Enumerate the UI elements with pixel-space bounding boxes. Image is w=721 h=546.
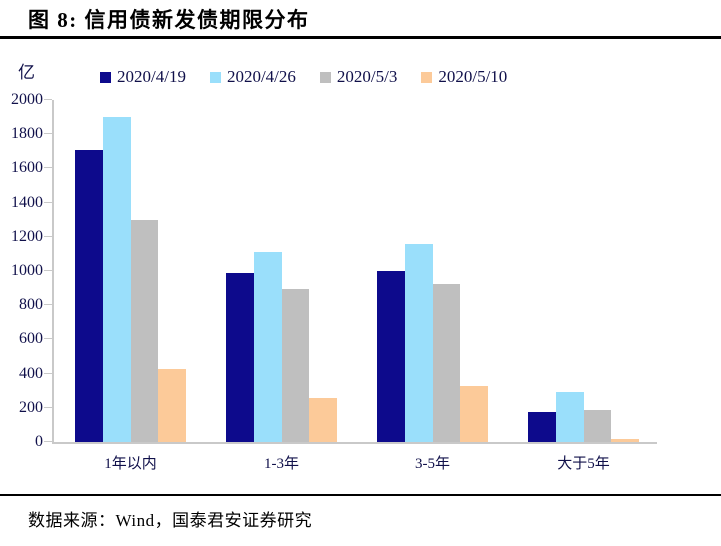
legend-swatch-icon — [100, 71, 111, 83]
legend-swatch-icon — [421, 71, 433, 83]
bar — [404, 243, 433, 442]
bar — [460, 385, 488, 442]
bar — [75, 149, 103, 442]
y-tick-mark — [44, 167, 52, 169]
bar — [555, 392, 584, 442]
y-tick-label: 1200 — [11, 227, 43, 245]
x-axis-line — [52, 442, 657, 444]
footer-divider — [0, 494, 721, 496]
y-tick-label: 1600 — [11, 159, 43, 177]
x-axis-label: 1年以内 — [104, 456, 157, 472]
y-axis-unit-label: 亿 — [18, 63, 35, 82]
y-tick-mark — [44, 304, 52, 306]
y-tick-label: 2000 — [11, 91, 43, 108]
y-tick-label: 600 — [19, 330, 43, 348]
legend-label: 2020/5/3 — [336, 67, 398, 86]
bar — [528, 412, 556, 442]
bar — [226, 272, 254, 442]
y-tick-label: 200 — [19, 398, 43, 416]
bar-group — [75, 100, 186, 442]
bar — [432, 283, 461, 442]
y-tick-label: 1000 — [11, 262, 43, 279]
y-tick-mark — [44, 441, 52, 442]
y-tick-mark — [44, 406, 52, 408]
y-tick-label: 400 — [19, 364, 43, 382]
bar — [611, 438, 639, 442]
bar-group — [528, 100, 639, 442]
x-axis-label: 大于5年 — [557, 456, 610, 472]
bar-chart: 亿 2020/4/19 2020/4/26 2020/5/3 2020/5/10 0 2… — [0, 40, 721, 490]
chart-legend: 2020/4/19 2020/4/26 2020/5/3 2020/5/10 — [100, 67, 507, 87]
legend-item: 2020/5/10 — [421, 67, 507, 87]
bar — [158, 369, 186, 442]
y-tick-mark — [44, 99, 52, 100]
figure-title: 图 8: 信用债新发债期限分布 — [28, 8, 310, 32]
title-divider — [0, 36, 721, 39]
y-tick-mark — [44, 201, 52, 203]
legend-item: 2020/4/19 — [100, 67, 186, 87]
y-tick-label: 0 — [35, 433, 43, 450]
y-tick-label: 1400 — [11, 193, 43, 211]
bar — [309, 397, 337, 442]
bar — [130, 219, 159, 442]
legend-item: 2020/5/3 — [319, 67, 398, 87]
bar — [377, 271, 405, 442]
y-axis-line — [52, 100, 54, 442]
bar — [102, 117, 131, 442]
legend-label: 2020/5/10 — [438, 67, 508, 86]
bar-group — [377, 100, 488, 442]
legend-swatch-icon — [319, 71, 331, 83]
bar — [583, 410, 612, 442]
legend-swatch-icon — [209, 71, 221, 83]
bar — [253, 252, 282, 442]
y-tick-mark — [44, 133, 52, 135]
data-source: 数据来源：Wind，国泰君安证券研究 — [28, 511, 313, 530]
x-axis-label: 3-5年 — [415, 456, 450, 472]
y-tick-label: 1800 — [11, 125, 43, 143]
legend-label: 2020/4/19 — [117, 67, 186, 86]
y-tick-mark — [44, 235, 52, 237]
plot-area: 0 200 400 600 800 1000 1200 1400 1600 1800 2000 1年以… — [11, 92, 657, 472]
y-tick-label: 800 — [19, 296, 43, 314]
y-tick-mark — [44, 338, 52, 340]
legend-label: 2020/4/26 — [226, 67, 296, 86]
bar — [281, 288, 310, 442]
x-axis-label: 1-3年 — [264, 456, 299, 472]
y-tick-mark — [44, 372, 52, 374]
bar-group — [226, 100, 337, 442]
legend-item: 2020/4/26 — [209, 67, 296, 87]
y-tick-mark — [44, 270, 52, 271]
